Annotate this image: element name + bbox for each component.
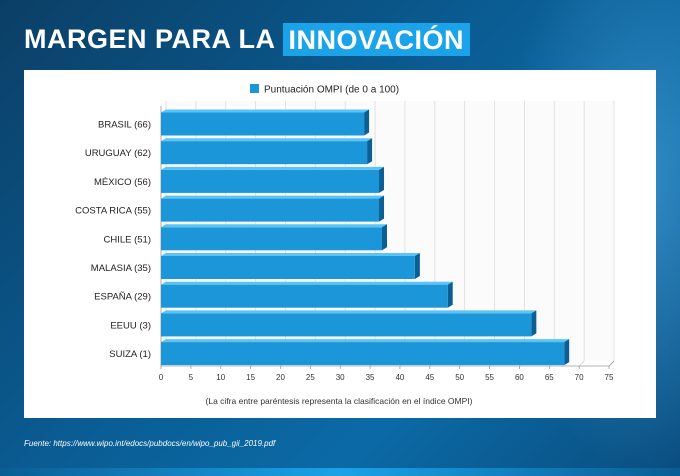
x-tick-label: 20	[276, 373, 285, 382]
chart-panel: 0 5 10 15 20 25 30 35 40 45 50 55 60 65 70 75 BRASIL (66…	[24, 70, 656, 418]
bar-top-face	[161, 339, 570, 343]
title-main: MARGEN PARA LA	[24, 23, 276, 54]
bar-top-face	[161, 310, 537, 314]
bar-side-face	[379, 166, 385, 193]
bar-top-face	[161, 109, 370, 113]
bar	[161, 198, 380, 222]
x-tick-label: 70	[575, 373, 584, 382]
x-tick-label: 50	[455, 373, 464, 382]
bar-side-face	[364, 109, 370, 136]
category-label: URUGUAY (62)	[85, 148, 151, 159]
bar-side-face	[531, 310, 537, 337]
bottom-stripe	[0, 468, 680, 476]
legend-label: Puntuación OMPI (de 0 a 100)	[264, 85, 399, 96]
category-label: COSTA RICA (55)	[75, 206, 151, 217]
page-title: MARGEN PARA LA INNOVACIÓN	[24, 22, 471, 56]
x-axis-caption: (La cifra entre paréntesis representa la…	[206, 396, 473, 406]
category-label: BRASIL (66)	[98, 120, 151, 131]
bar-top-face	[161, 224, 388, 228]
category-label: CHILE (51)	[103, 234, 151, 245]
bar-side-face	[379, 195, 385, 222]
x-tick-label: 45	[425, 373, 434, 382]
x-tick-label: 5	[189, 373, 194, 382]
category-label: EEUU (3)	[110, 320, 151, 331]
x-tick-label: 30	[336, 373, 345, 382]
bar	[161, 342, 565, 366]
bar-top-face	[161, 253, 420, 256]
legend-swatch	[250, 84, 259, 93]
x-tick-label: 0	[159, 373, 164, 382]
bar-top-face	[161, 281, 453, 285]
bar	[161, 313, 532, 337]
x-tick-label: 75	[605, 373, 614, 382]
bar-top-face	[161, 195, 385, 199]
x-tick-label: 60	[515, 373, 524, 382]
x-tick-label: 35	[366, 373, 375, 382]
bar-side-face	[414, 253, 420, 279]
x-axis-depth-line	[608, 360, 615, 367]
bar-chart: 0 5 10 15 20 25 30 35 40 45 50 55 60 65 70 75 BRASIL (66…	[75, 84, 615, 406]
bar	[161, 256, 415, 279]
bar-side-face	[382, 224, 388, 251]
bar-side-face	[564, 339, 570, 366]
bar	[161, 284, 448, 308]
source-note: Fuente: https://www.wipo.int/edocs/pubdo…	[24, 439, 276, 448]
x-tick-label: 10	[216, 373, 225, 382]
bar-side-face	[367, 138, 373, 165]
category-label: MÉXICO (56)	[94, 177, 151, 188]
bar	[161, 227, 383, 251]
x-tick-label: 25	[306, 373, 315, 382]
category-label: SUIZA (1)	[109, 349, 151, 360]
x-tick-label: 15	[246, 373, 255, 382]
bar-top-face	[161, 138, 373, 142]
bar	[161, 141, 368, 165]
title-highlight: INNOVACIÓN	[282, 22, 471, 56]
category-label: ESPAÑA (29)	[94, 292, 151, 303]
bar	[161, 112, 365, 136]
x-tick-label: 55	[485, 373, 494, 382]
x-tick-label: 65	[545, 373, 554, 382]
x-tick-label: 40	[395, 373, 404, 382]
bar	[161, 169, 380, 193]
bar-side-face	[447, 281, 453, 308]
category-label: MALASIA (35)	[91, 263, 151, 274]
gridline-diagonal	[578, 360, 585, 367]
bar-top-face	[161, 166, 385, 170]
